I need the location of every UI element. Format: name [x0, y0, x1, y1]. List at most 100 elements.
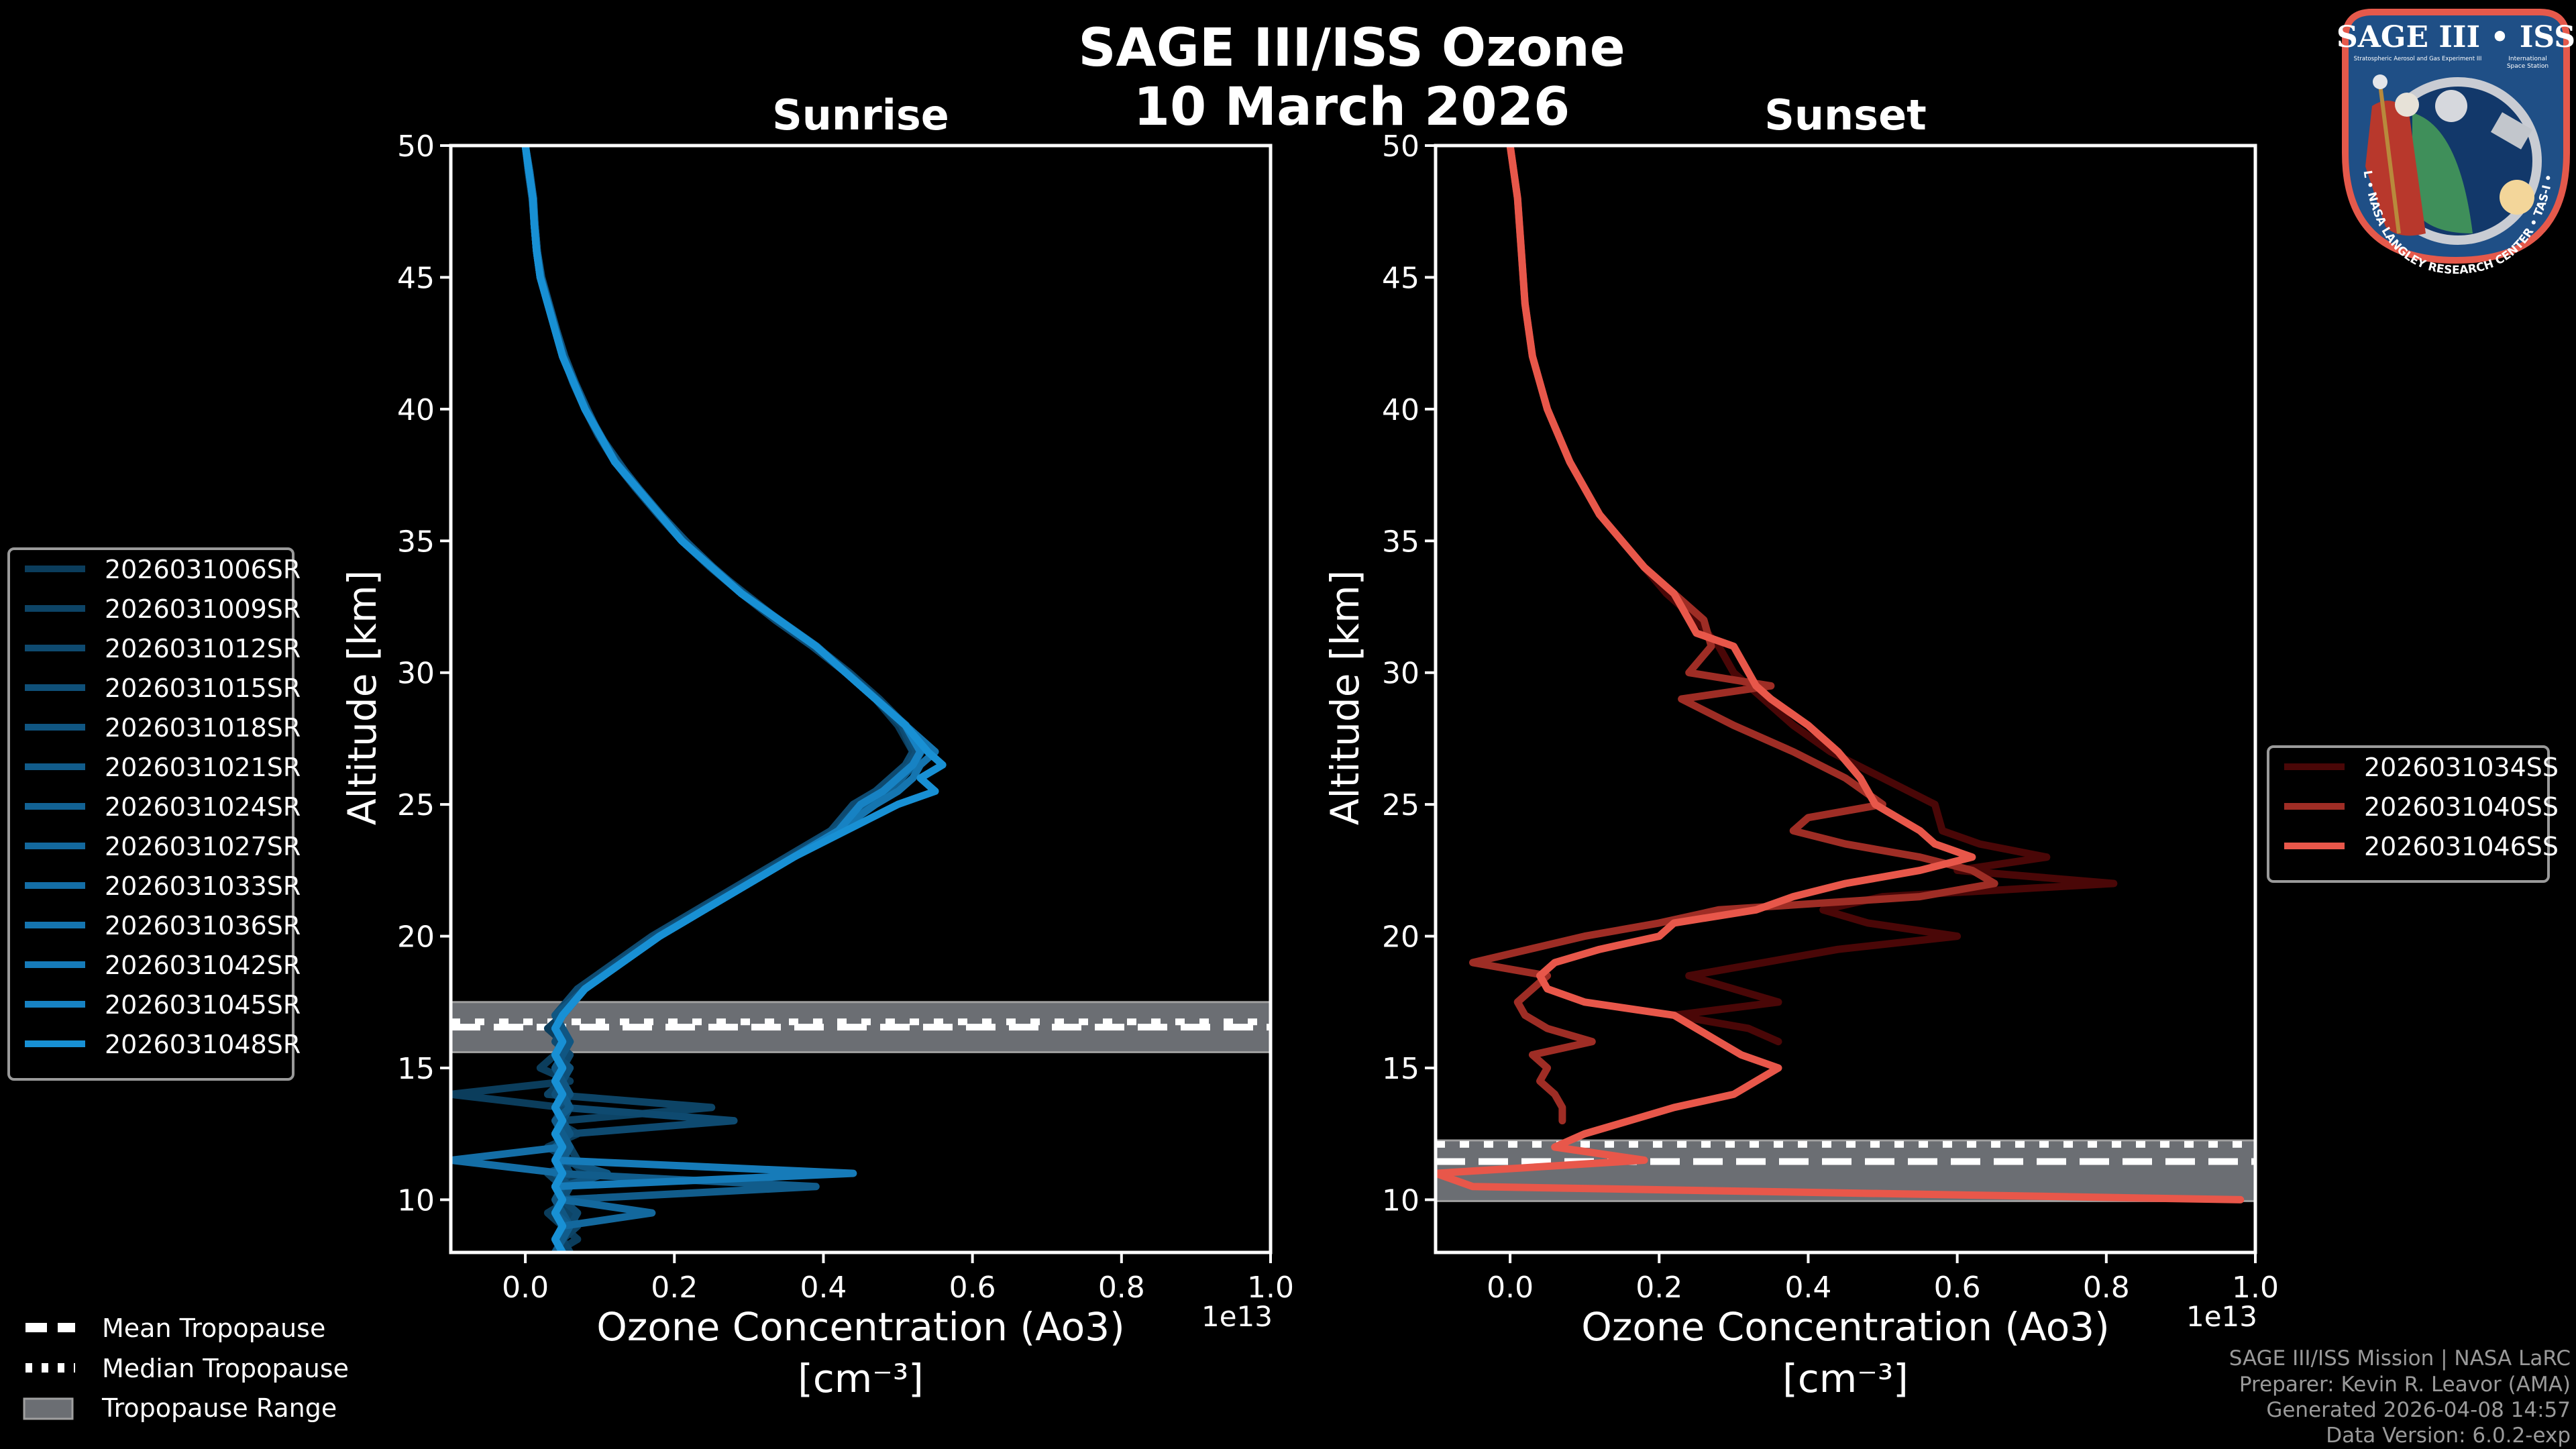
y-tick-label: 30: [1382, 657, 1419, 691]
y-tick-label: 45: [1382, 261, 1419, 295]
legend-item: 2026031033SR: [25, 871, 301, 901]
axes-frame: [449, 144, 1273, 1254]
y-tick-label: 20: [397, 920, 435, 955]
logo-staff-orb-icon: [2373, 74, 2387, 89]
legend-label: 2026031018SR: [105, 713, 301, 743]
y-tick-label: 20: [1382, 920, 1419, 955]
logo-subtitle-right-1: International: [2508, 56, 2546, 62]
x-tick-label: 0.2: [651, 1271, 698, 1305]
plot-area: [451, 146, 1271, 1252]
legend-item: 2026031036SR: [25, 911, 301, 941]
series-line-2026031012SR: [521, 146, 917, 1252]
legend-tropopause-range-swatch: [23, 1397, 74, 1420]
logo-title: SAGE III • ISS: [2337, 20, 2575, 54]
legend-frame: [7, 547, 294, 1081]
legend-label: 2026031045SR: [105, 990, 301, 1020]
y-tick-label: 50: [1382, 129, 1419, 164]
series-line-2026031042SR: [521, 146, 924, 1252]
sage-iii-iss-logo: SAGE III • ISS Stratospheric Aerosol and…: [2337, 2, 2575, 277]
y-tick-label: 40: [1382, 393, 1419, 427]
legend-item: 2026031015SR: [25, 674, 301, 703]
legend-label: 2026031015SR: [105, 674, 301, 703]
legend-label: 2026031012SR: [105, 634, 301, 663]
legend-label: 2026031040SS: [2364, 792, 2559, 822]
legend-label: 2026031027SR: [105, 832, 301, 861]
y-tick-label: 45: [397, 261, 435, 295]
legend-item: 2026031040SS: [2284, 792, 2559, 822]
x-tick-label: 0.4: [1784, 1271, 1831, 1305]
legend-item: 2026031045SR: [25, 990, 301, 1020]
legend-label: 2026031034SS: [2364, 753, 2559, 782]
legend-item: 2026031018SR: [25, 713, 301, 743]
sunset-legend: 2026031034SS 2026031040SS 2026031046SS: [2267, 745, 2559, 883]
series-line-2026031015SR: [521, 146, 920, 1252]
legend-item: 2026031012SR: [25, 634, 301, 663]
logo-earth-icon: [2412, 113, 2473, 233]
y-tick-label: 10: [1382, 1183, 1419, 1218]
legend-item: 2026031009SR: [25, 594, 301, 624]
series-line-2026031046SS: [1436, 146, 2245, 1203]
credits: SAGE III/ISS Mission | NASA LaRC Prepare…: [2229, 1346, 2571, 1448]
series-line-2026031040SS: [1469, 146, 1998, 1125]
y-tick-label: 25: [1382, 788, 1419, 822]
y-tick-label: 10: [397, 1183, 435, 1218]
legend-item: 2026031046SS: [2284, 832, 2559, 861]
series-line-2026031006SR: [451, 146, 917, 1252]
legend-label: 2026031006SR: [105, 555, 301, 584]
x-tick-label: 1.0: [1247, 1271, 1294, 1305]
x-tick-label: 1.0: [2232, 1271, 2279, 1305]
logo-sun-icon: [2500, 180, 2534, 215]
x-axis-label: Ozone Concentration (Ao3): [596, 1304, 1125, 1350]
legend-label: 2026031042SR: [105, 951, 301, 980]
sunset-panel: Sunset 0.0 0.2 0.4 0.6 0.8 1.0 10 15 20 25 30 35 40 45…: [1322, 91, 2279, 1401]
credit-line-4: Data Version: 6.0.2-exp: [2326, 1424, 2571, 1448]
sunrise-panel: Sunrise 0.0 0.2 0.4 0.6 0.8 1.0 10 15 20 25 30 35 40 4…: [339, 91, 1294, 1401]
series-line-2026031048SR: [521, 146, 947, 1252]
credit-line-3: Generated 2026-04-08 14:57: [2266, 1398, 2571, 1422]
x-axis-units: [cm⁻³]: [1782, 1356, 1909, 1401]
series-line-2026031027SR: [521, 146, 924, 1252]
logo-subtitle-right-2: Space Station: [2507, 63, 2548, 70]
legend-label: 2026031024SR: [105, 792, 301, 822]
y-tick-label: 50: [397, 129, 435, 164]
x-tick-label: 0.8: [2083, 1271, 2130, 1305]
legend-item: 2026031027SR: [25, 832, 301, 861]
logo-wizard-head-icon: [2395, 93, 2419, 117]
legend-label: 2026031036SR: [105, 911, 301, 941]
legend-label: 2026031009SR: [105, 594, 301, 624]
series-line-2026031018SR: [521, 146, 925, 1252]
y-axis-label: Altitude [km]: [339, 570, 385, 825]
plot-area: [1436, 146, 2255, 1203]
subplot-title: Sunrise: [772, 91, 949, 140]
series-line-2026031009SR: [521, 146, 924, 1252]
y-tick-label: 35: [397, 525, 435, 559]
x-tick-label: 0.2: [1635, 1271, 1682, 1305]
axes-frame: [1434, 144, 2257, 1254]
credit-line-2: Preparer: Kevin R. Leavor (AMA): [2239, 1373, 2571, 1397]
sunrise-legend: 2026031006SR 2026031009SR 2026031012SR 2026…: [7, 547, 301, 1081]
x-offset-label: 1e13: [1201, 1300, 1273, 1333]
logo-iss-icon: [2490, 112, 2533, 150]
y-tick-label: 30: [397, 657, 435, 691]
series-line-2026031024SR: [521, 146, 925, 1252]
y-tick-label: 40: [397, 393, 435, 427]
y-tick-label: 25: [397, 788, 435, 822]
figure-title-line2: 10 March 2026: [1134, 77, 1570, 138]
logo-staff-icon: [2378, 84, 2401, 234]
legend-item: 2026031006SR: [25, 555, 301, 584]
subplot-title: Sunset: [1764, 91, 1927, 140]
legend-label: 2026031048SR: [105, 1030, 301, 1059]
legend-label: 2026031046SS: [2364, 832, 2559, 861]
legend-item: 2026031021SR: [25, 753, 301, 782]
x-axis-units: [cm⁻³]: [798, 1356, 924, 1401]
y-axis-label: Altitude [km]: [1322, 570, 1368, 825]
y-tick-label: 35: [1382, 525, 1419, 559]
x-tick-label: 0.8: [1098, 1271, 1145, 1305]
legend-item: 2026031042SR: [25, 951, 301, 980]
legend-label: 2026031033SR: [105, 871, 301, 901]
legend-item: 2026031024SR: [25, 792, 301, 822]
x-tick-label: 0.6: [949, 1271, 996, 1305]
legend-item: 2026031034SS: [2284, 753, 2559, 782]
series-line-2026031045SR: [521, 146, 924, 1252]
